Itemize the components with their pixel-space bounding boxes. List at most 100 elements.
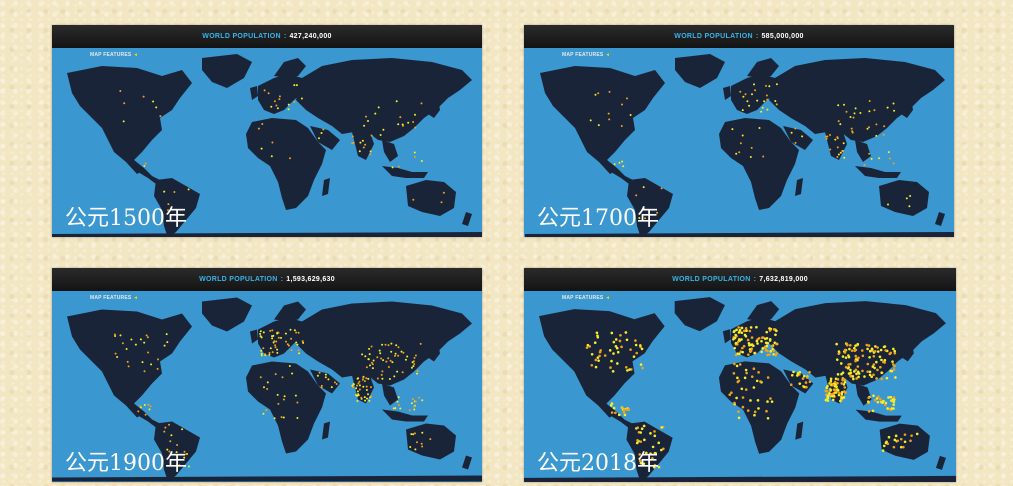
population-dot bbox=[297, 331, 300, 334]
population-dot bbox=[654, 452, 658, 455]
population-dot bbox=[877, 395, 880, 398]
population-dot bbox=[277, 402, 280, 405]
population-dot bbox=[275, 340, 278, 343]
population-dot bbox=[737, 331, 741, 334]
population-dot bbox=[774, 333, 777, 337]
population-dot bbox=[826, 384, 829, 388]
population-dot bbox=[829, 377, 833, 381]
population-dot bbox=[863, 375, 866, 378]
population-dot bbox=[736, 380, 740, 384]
population-dot bbox=[387, 344, 390, 347]
population-dot bbox=[119, 90, 122, 92]
population-dot bbox=[873, 398, 877, 402]
population-dot bbox=[368, 399, 371, 402]
population-dot bbox=[841, 150, 844, 152]
population-dot bbox=[632, 355, 636, 358]
population-dot bbox=[289, 328, 292, 331]
population-dot bbox=[886, 106, 889, 109]
population-dot bbox=[188, 465, 190, 468]
population-dot bbox=[363, 380, 366, 383]
population-dot bbox=[772, 353, 775, 356]
population-dot bbox=[764, 348, 768, 352]
population-dot bbox=[893, 438, 897, 442]
population-dot bbox=[835, 342, 838, 346]
map-features-toggle[interactable]: MAP FEATURES ◂ bbox=[90, 295, 137, 301]
population-dot bbox=[368, 353, 371, 356]
population-dot bbox=[847, 363, 850, 366]
population-dot bbox=[266, 381, 269, 384]
population-dot bbox=[608, 349, 612, 352]
population-dot bbox=[766, 376, 770, 379]
population-dot bbox=[598, 354, 601, 358]
population-dot bbox=[733, 336, 737, 340]
population-dot bbox=[143, 370, 146, 373]
population-dot bbox=[612, 340, 616, 344]
population-dot bbox=[808, 380, 812, 384]
population-dot bbox=[736, 376, 739, 380]
population-dot bbox=[845, 110, 848, 113]
population-dot bbox=[139, 338, 142, 341]
population-dot bbox=[855, 377, 858, 380]
population-dot bbox=[837, 120, 840, 123]
population-dot bbox=[356, 400, 359, 402]
population-dot bbox=[389, 359, 392, 362]
population-dot bbox=[596, 356, 600, 359]
population-dot bbox=[264, 353, 266, 356]
population-dot bbox=[114, 352, 117, 355]
population-dot bbox=[805, 376, 809, 379]
population-dot bbox=[366, 397, 368, 400]
population-dot bbox=[867, 410, 871, 413]
population-dot bbox=[289, 157, 291, 160]
population-dot bbox=[837, 393, 841, 397]
population-dot bbox=[276, 107, 279, 110]
population-dot bbox=[772, 349, 776, 352]
population-dot bbox=[262, 347, 265, 350]
population-dot bbox=[284, 332, 287, 335]
population-dot bbox=[802, 374, 806, 378]
population-dot bbox=[593, 341, 597, 345]
population-dot bbox=[365, 115, 367, 118]
population-dot bbox=[868, 349, 872, 353]
population-dot bbox=[382, 128, 385, 131]
population-dot bbox=[849, 375, 853, 378]
population-dot bbox=[121, 342, 124, 345]
map-features-toggle[interactable]: MAP FEATURES ◂ bbox=[562, 295, 609, 301]
population-value: 7,632,819,000 bbox=[759, 276, 808, 283]
population-dot bbox=[770, 344, 774, 348]
population-dot bbox=[421, 445, 424, 448]
population-dot bbox=[756, 399, 760, 402]
population-dot bbox=[282, 416, 285, 419]
population-dot bbox=[796, 374, 799, 377]
population-dot bbox=[166, 448, 169, 451]
population-dot bbox=[152, 100, 155, 103]
population-dot bbox=[260, 352, 263, 355]
population-dot bbox=[733, 401, 736, 405]
population-dot bbox=[414, 448, 417, 451]
population-dot bbox=[829, 388, 833, 392]
population-dot bbox=[734, 333, 737, 337]
population-dot bbox=[421, 399, 424, 402]
population-dot bbox=[274, 344, 277, 347]
population-dot bbox=[748, 329, 752, 333]
population-dot bbox=[351, 135, 354, 138]
map-features-toggle[interactable]: MAP FEATURES ◂ bbox=[90, 52, 137, 58]
population-dot bbox=[892, 403, 896, 406]
population-dot bbox=[381, 377, 384, 380]
population-dot bbox=[137, 410, 140, 413]
population-dot bbox=[595, 331, 599, 335]
population-dot bbox=[794, 127, 797, 130]
population-dot bbox=[619, 333, 622, 337]
population-dot bbox=[746, 409, 750, 412]
population-dot bbox=[876, 350, 880, 353]
population-dot bbox=[870, 348, 874, 351]
population-dot bbox=[163, 190, 166, 193]
population-dot bbox=[271, 141, 274, 144]
map-features-toggle[interactable]: MAP FEATURES ◂ bbox=[562, 52, 609, 58]
population-dots bbox=[119, 84, 445, 212]
population-bar: WORLD POPULATION:585,000,000 bbox=[524, 25, 954, 48]
population-dot bbox=[394, 407, 397, 410]
population-dot bbox=[794, 141, 797, 144]
population-dot bbox=[876, 400, 880, 404]
population-dot bbox=[590, 363, 594, 367]
population-dot bbox=[826, 135, 829, 138]
